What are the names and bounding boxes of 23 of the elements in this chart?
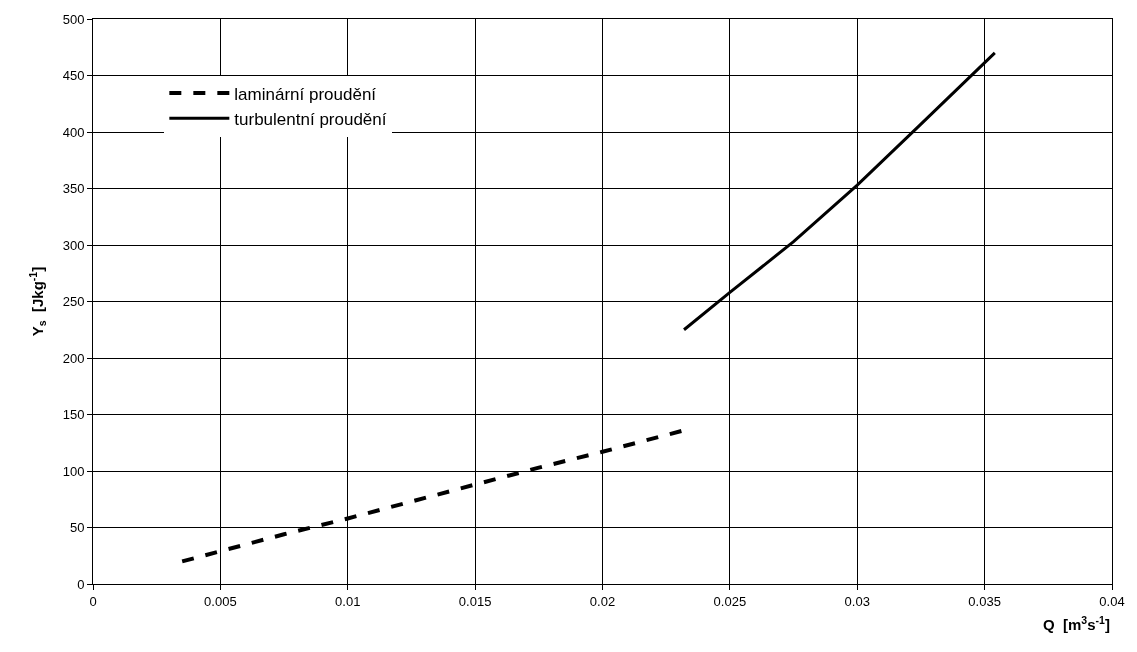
y-tick-label: 250 (62, 294, 85, 310)
y-tick-label: 50 (69, 520, 85, 536)
x-tick-label: 0.02 (589, 593, 616, 609)
x-tick-label: 0.015 (458, 593, 492, 609)
y-tick-label: 100 (62, 463, 85, 479)
x-tick-label: 0.025 (713, 593, 747, 609)
y-tick-label: 350 (62, 181, 85, 197)
x-tick-label: 0.035 (968, 593, 1001, 609)
y-tick-label: 400 (62, 124, 85, 140)
y-tick-label: 450 (62, 68, 85, 84)
y-tick-label: 200 (62, 350, 85, 366)
y-tick-label: 150 (62, 407, 85, 423)
x-tick-label: 0.04 (1099, 593, 1125, 609)
legend-label: turbulentní proudění (234, 109, 387, 129)
x-tick-label: 0 (89, 593, 97, 609)
y-tick-label: 500 (62, 11, 85, 27)
legend-label: laminární proudění (234, 84, 377, 104)
x-axis-title: Q [m$^{3}$s$^{-1}$] (1043, 614, 1110, 634)
y-tick-label: 300 (62, 237, 85, 253)
y-tick-label: 0 (77, 576, 85, 592)
x-tick-label: 0.03 (844, 593, 870, 609)
x-tick-label: 0.01 (335, 593, 361, 609)
x-tick-label: 0.005 (204, 593, 237, 609)
